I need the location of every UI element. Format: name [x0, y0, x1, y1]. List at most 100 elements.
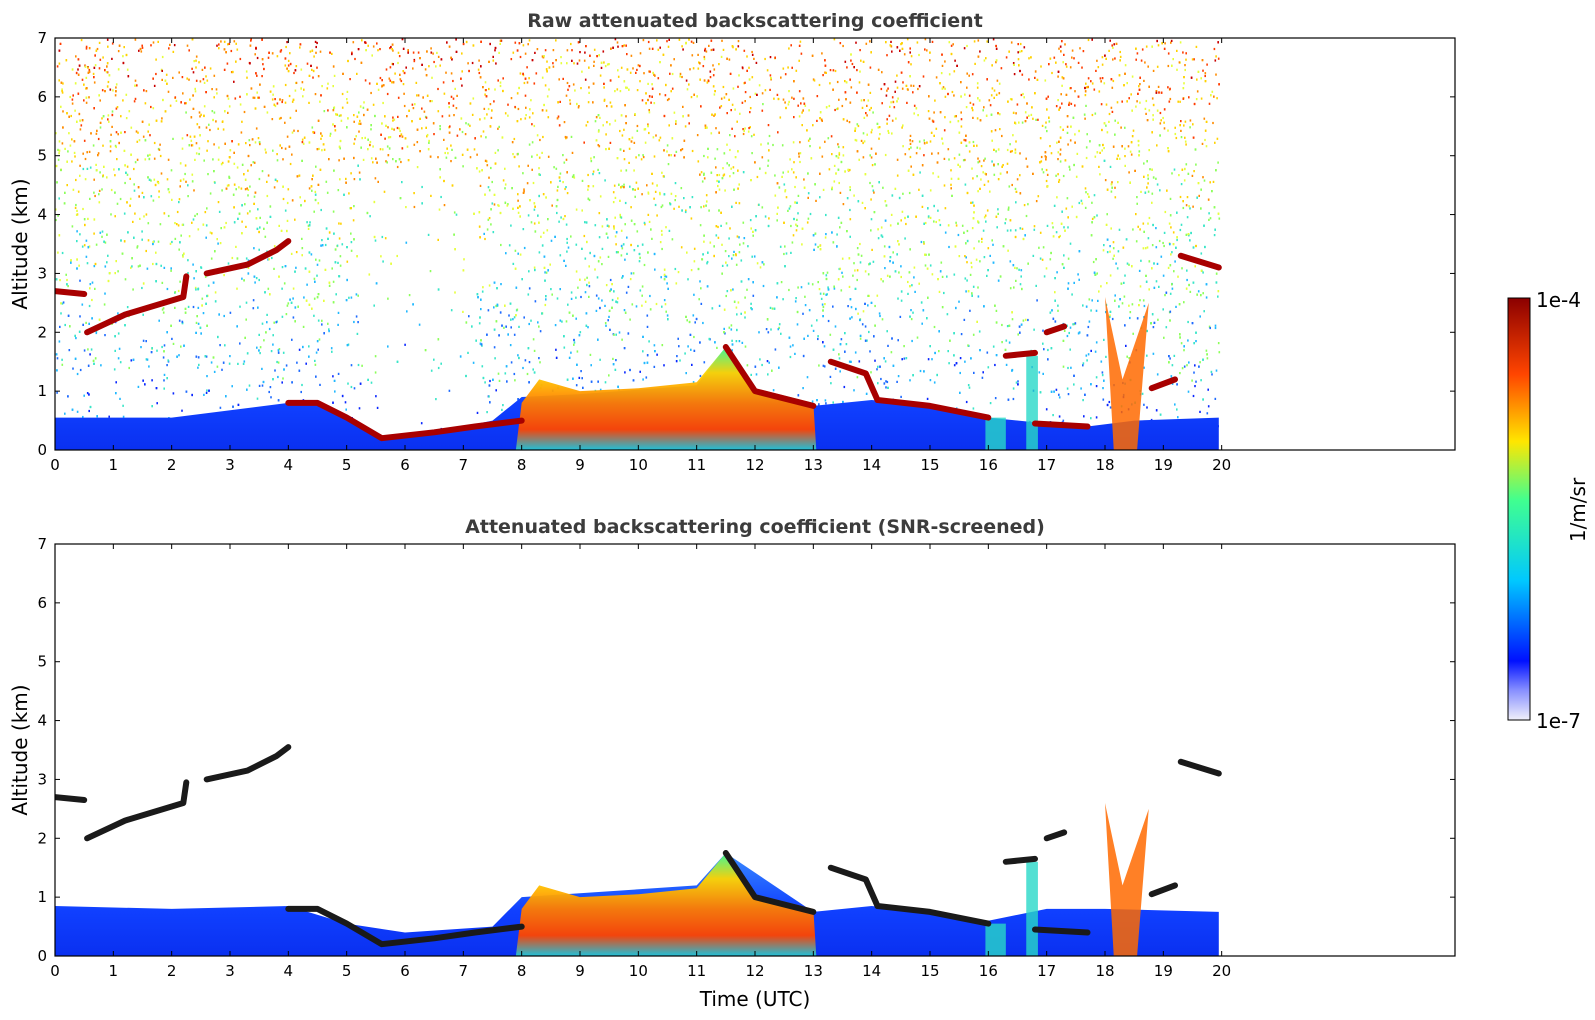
- noise-pixel: [1211, 373, 1213, 376]
- noise-pixel: [219, 344, 221, 347]
- noise-pixel: [712, 64, 714, 67]
- noise-pixel: [1038, 371, 1041, 374]
- noise-pixel: [203, 393, 205, 396]
- noise-pixel: [566, 192, 569, 195]
- noise-pixel: [285, 364, 288, 367]
- noise-pixel: [301, 141, 304, 144]
- noise-pixel: [522, 74, 525, 77]
- noise-pixel: [861, 106, 864, 109]
- noise-pixel: [1151, 192, 1154, 195]
- noise-pixel: [817, 335, 819, 338]
- noise-pixel: [437, 55, 440, 58]
- noise-pixel: [866, 339, 868, 342]
- noise-pixel: [469, 124, 471, 127]
- noise-pixel: [615, 359, 617, 362]
- noise-pixel: [846, 119, 848, 122]
- noise-pixel: [583, 59, 586, 62]
- noise-pixel: [746, 55, 748, 58]
- noise-pixel: [678, 345, 680, 348]
- noise-pixel: [896, 380, 898, 383]
- noise-pixel: [816, 119, 818, 122]
- noise-pixel: [575, 243, 578, 246]
- noise-pixel: [310, 253, 313, 256]
- noise-pixel: [542, 135, 544, 139]
- noise-pixel: [111, 57, 113, 60]
- noise-pixel: [258, 333, 260, 336]
- noise-pixel: [518, 165, 520, 168]
- noise-pixel: [738, 236, 740, 239]
- noise-pixel: [345, 408, 347, 411]
- noise-pixel: [513, 372, 516, 376]
- noise-pixel: [947, 148, 950, 151]
- noise-pixel: [625, 115, 627, 118]
- noise-pixel: [596, 276, 599, 279]
- noise-pixel: [1186, 278, 1188, 282]
- noise-pixel: [191, 173, 194, 176]
- noise-pixel: [519, 55, 522, 59]
- noise-pixel: [1167, 64, 1170, 68]
- noise-pixel: [481, 344, 483, 347]
- noise-pixel: [648, 220, 651, 223]
- noise-pixel: [1157, 85, 1160, 88]
- noise-pixel: [289, 52, 291, 55]
- noise-pixel: [1090, 349, 1092, 352]
- noise-pixel: [427, 233, 430, 236]
- noise-pixel: [641, 285, 644, 288]
- noise-pixel: [297, 129, 299, 133]
- noise-pixel: [165, 73, 168, 76]
- noise-pixel: [590, 364, 592, 367]
- noise-pixel: [1069, 66, 1072, 69]
- noise-pixel: [850, 86, 853, 89]
- noise-pixel: [584, 78, 587, 81]
- noise-pixel: [198, 152, 200, 156]
- noise-pixel: [123, 212, 126, 215]
- noise-pixel: [1088, 320, 1091, 323]
- noise-pixel: [784, 73, 787, 76]
- noise-pixel: [661, 344, 664, 347]
- noise-pixel: [1160, 119, 1162, 122]
- noise-pixel: [136, 84, 138, 87]
- noise-pixel: [750, 135, 753, 138]
- noise-pixel: [124, 131, 126, 134]
- noise-pixel: [1050, 152, 1053, 155]
- noise-pixel: [1163, 121, 1165, 124]
- noise-pixel: [853, 194, 855, 197]
- noise-pixel: [1110, 106, 1113, 109]
- noise-pixel: [658, 139, 661, 142]
- noise-pixel: [1183, 82, 1185, 85]
- noise-pixel: [231, 256, 234, 260]
- noise-pixel: [976, 117, 979, 120]
- noise-pixel: [286, 219, 289, 222]
- noise-pixel: [635, 71, 637, 74]
- noise-pixel: [270, 350, 273, 353]
- noise-pixel: [1215, 369, 1218, 372]
- noise-pixel: [331, 267, 333, 270]
- noise-pixel: [837, 143, 839, 146]
- noise-pixel: [114, 349, 116, 352]
- noise-pixel: [1102, 249, 1105, 252]
- noise-pixel: [345, 177, 347, 180]
- noise-pixel: [479, 184, 482, 187]
- noise-pixel: [595, 294, 598, 297]
- noise-pixel: [1011, 150, 1013, 153]
- noise-pixel: [580, 370, 582, 373]
- noise-pixel: [732, 254, 735, 257]
- noise-pixel: [1095, 376, 1098, 379]
- noise-pixel: [857, 124, 860, 128]
- noise-pixel: [138, 139, 141, 142]
- noise-pixel: [205, 75, 207, 78]
- noise-pixel: [528, 287, 531, 290]
- noise-pixel: [157, 240, 160, 243]
- noise-pixel: [886, 330, 888, 333]
- noise-pixel: [66, 278, 68, 282]
- noise-pixel: [797, 194, 800, 197]
- noise-pixel: [194, 87, 196, 90]
- noise-pixel: [880, 226, 883, 229]
- noise-pixel: [1020, 50, 1023, 53]
- noise-pixel: [1173, 168, 1176, 171]
- noise-pixel: [830, 135, 833, 138]
- noise-pixel: [989, 190, 991, 193]
- noise-pixel: [601, 263, 603, 266]
- noise-pixel: [1218, 351, 1221, 354]
- noise-pixel: [75, 337, 77, 340]
